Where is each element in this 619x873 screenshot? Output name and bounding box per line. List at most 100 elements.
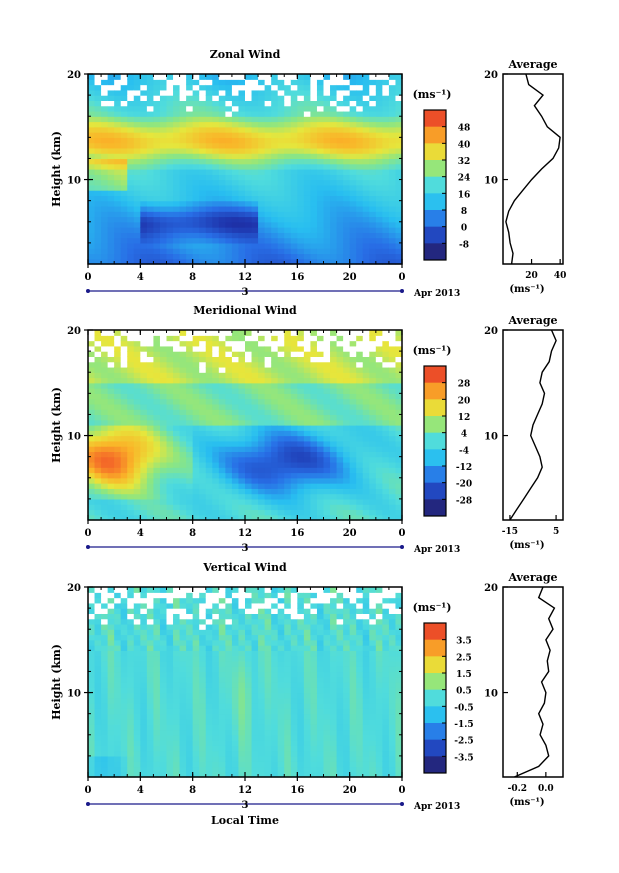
heatmap-cell [375,248,383,255]
heatmap-cell [330,258,338,265]
heatmap-cell [388,514,397,521]
heatmap-cell [225,351,233,357]
heatmap-cell [258,126,266,133]
heatmap-cell [238,330,246,336]
heatmap-cell [192,393,200,400]
heatmap-cell [303,200,312,207]
heatmap-cell [166,745,174,752]
heatmap-cell [382,179,390,186]
heatmap-cell [199,174,207,181]
heatmap-cell [107,184,115,191]
heatmap-cell [316,169,325,175]
heatmap-cell [303,467,312,474]
heatmap-cell [264,608,272,614]
heatmap-cell [251,361,259,368]
heatmap-cell [153,100,161,107]
heatmap-cell [277,750,285,757]
heatmap-cell [310,158,318,165]
heatmap-cell [179,356,187,363]
heatmap-cell [166,330,174,336]
heatmap-cell [238,509,246,516]
heatmap-cell [375,340,383,347]
heatmap-cell [192,687,200,694]
heatmap-cell [225,618,233,625]
heatmap-cell [297,655,305,662]
heatmap-cell [316,771,325,778]
heatmap-cell [120,608,128,614]
heatmap-cell [212,253,220,260]
heatmap-cell [284,253,292,260]
heatmap-cell [349,461,357,468]
heatmap-cell [218,393,226,400]
heatmap-cell [212,142,220,149]
heatmap-cell [101,174,109,181]
heatmap-cell [159,79,168,86]
heatmap-cell [159,483,168,489]
heatmap-cell [225,110,233,117]
heatmap-cell [107,237,115,244]
heatmap-cell [251,388,259,394]
heatmap-cell [159,174,168,181]
heatmap-cell [356,335,364,342]
heatmap-cell [375,74,383,80]
heatmap-cell [205,184,213,191]
x-tick-label: 0 [399,528,406,539]
heatmap-cell [251,634,259,641]
heatmap-cell [192,258,200,265]
heatmap-cell [101,409,109,416]
heatmap-cell [212,393,220,400]
heatmap-cell [146,89,155,96]
heatmap-cell [277,697,285,704]
heatmap-cell [343,345,351,352]
heatmap-cell [140,169,148,175]
heatmap-cell [179,488,187,495]
heatmap-cell [120,483,128,489]
heatmap-cell [166,655,174,662]
colorbar-band [424,143,446,161]
heatmap-cell [88,74,96,80]
heatmap-cell [277,393,285,400]
heatmap-cell [114,509,122,516]
heatmap-cell [186,211,194,218]
heatmap-cell [238,258,246,265]
heatmap-cell [271,456,279,463]
heatmap-cell [140,755,148,762]
heatmap-cell [297,330,305,336]
heatmap-cell [218,724,226,731]
heatmap-cell [179,639,187,646]
profile-title: Average [507,58,557,71]
heatmap-cell [245,509,253,516]
heatmap-cell [336,200,344,207]
heatmap-cell [114,393,122,400]
heatmap-cell [166,132,174,138]
heatmap-cell [192,330,200,336]
heatmap-cell [245,467,253,474]
heatmap-cell [140,750,148,757]
heatmap-cell [330,488,338,495]
heatmap-cell [225,703,233,709]
heatmap-cell [218,398,226,405]
heatmap-cell [303,237,312,244]
heatmap-cell [212,242,220,249]
heatmap-cell [369,514,377,521]
heatmap-cell [343,461,351,468]
heatmap-cell [382,456,390,463]
heatmap-cell [362,242,370,249]
heatmap-cell [88,211,96,218]
heatmap-cell [316,446,325,452]
heatmap-cell [264,430,272,437]
heatmap-cell [343,184,351,191]
heatmap-cell [297,414,305,421]
heatmap-cell [212,366,220,373]
heatmap-cell [238,734,246,741]
heatmap-cell [369,377,377,384]
heatmap-cell [245,174,253,181]
heatmap-cell [153,190,161,196]
heatmap-cell [238,419,246,426]
heatmap-cell [238,356,246,363]
heatmap-cell [212,671,220,678]
heatmap-cell [388,105,397,112]
heatmap-cell [375,84,383,91]
heatmap-cell [258,95,266,101]
heatmap-cell [356,174,364,181]
